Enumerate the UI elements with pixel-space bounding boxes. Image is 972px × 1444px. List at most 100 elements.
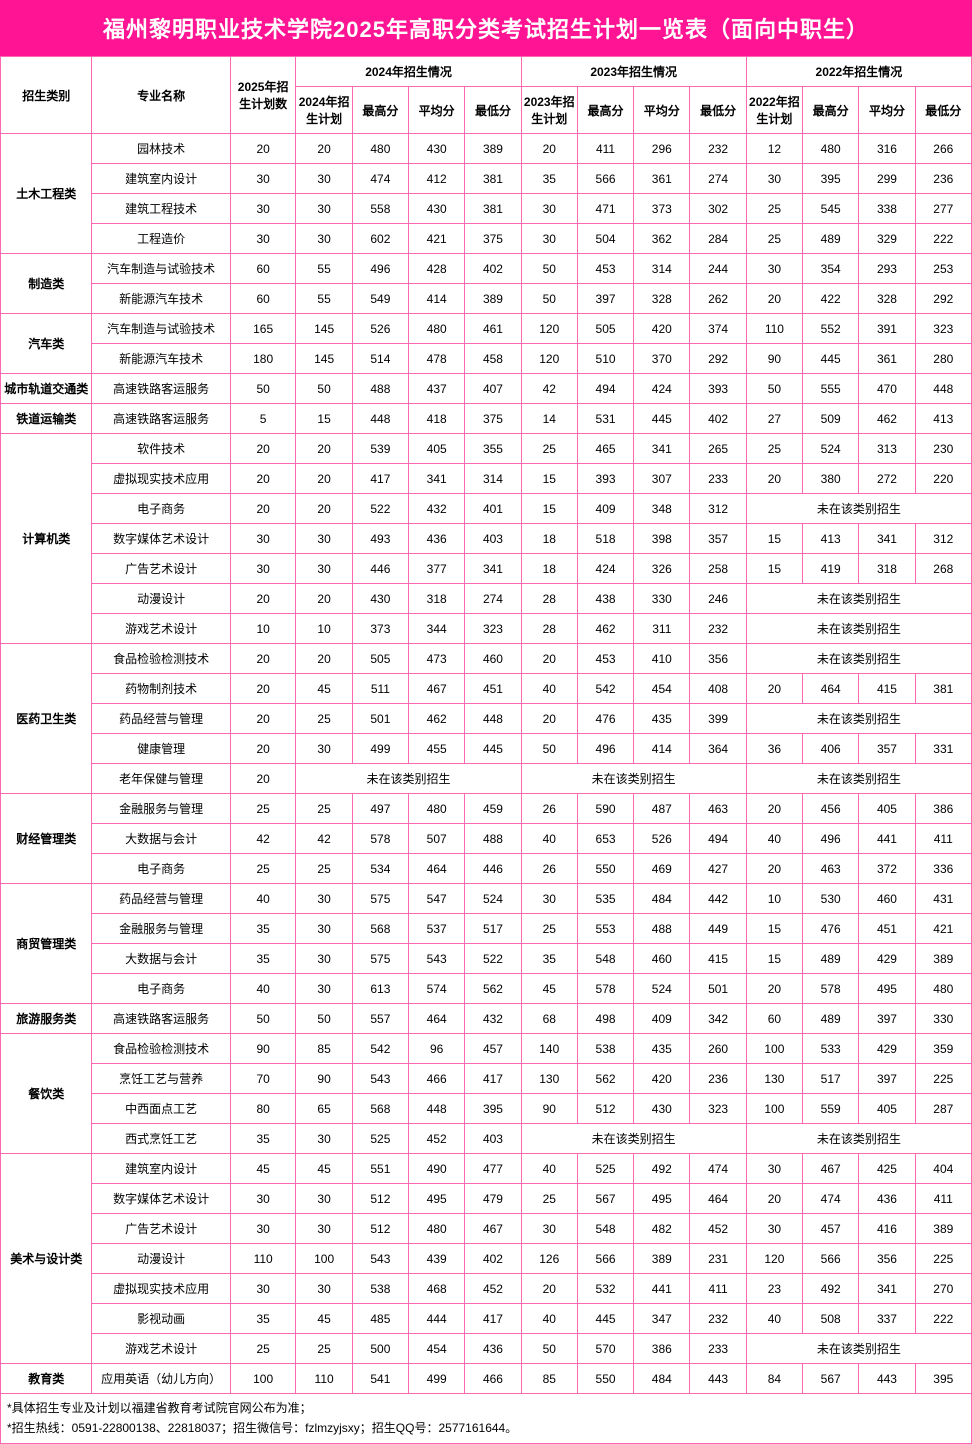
major-cell: 汽车制造与试验技术	[92, 314, 230, 344]
data-cell: 120	[521, 344, 577, 374]
data-cell: 20	[296, 464, 352, 494]
data-cell: 100	[296, 1244, 352, 1274]
data-cell: 437	[409, 374, 465, 404]
data-cell: 268	[915, 554, 971, 584]
plan2025-cell: 35	[230, 1124, 296, 1154]
data-cell: 535	[577, 884, 633, 914]
data-cell: 100	[746, 1094, 802, 1124]
data-cell: 488	[352, 374, 408, 404]
data-cell: 20	[296, 494, 352, 524]
data-cell: 287	[915, 1094, 971, 1124]
th-2022: 2022年招生情况	[746, 57, 971, 87]
plan2025-cell: 20	[230, 734, 296, 764]
not-enrolled-cell: 未在该类别招生	[746, 644, 971, 674]
data-cell: 501	[352, 704, 408, 734]
data-cell: 451	[465, 674, 521, 704]
data-cell: 489	[803, 224, 859, 254]
data-cell: 232	[690, 614, 746, 644]
data-cell: 274	[690, 164, 746, 194]
data-cell: 314	[465, 464, 521, 494]
major-cell: 药品经营与管理	[92, 704, 230, 734]
data-cell: 480	[409, 794, 465, 824]
data-cell: 555	[803, 374, 859, 404]
plan2025-cell: 35	[230, 914, 296, 944]
data-cell: 495	[859, 974, 915, 1004]
data-cell: 30	[296, 734, 352, 764]
data-cell: 20	[521, 134, 577, 164]
data-cell: 45	[521, 974, 577, 1004]
th-category: 招生类别	[1, 57, 92, 134]
data-cell: 539	[352, 434, 408, 464]
data-cell: 393	[690, 374, 746, 404]
plan2025-cell: 20	[230, 584, 296, 614]
data-cell: 145	[296, 344, 352, 374]
not-enrolled-cell: 未在该类别招生	[746, 764, 971, 794]
data-cell: 25	[521, 434, 577, 464]
data-cell: 452	[465, 1274, 521, 1304]
data-cell: 547	[409, 884, 465, 914]
major-cell: 金融服务与管理	[92, 914, 230, 944]
data-cell: 444	[409, 1304, 465, 1334]
data-cell: 432	[409, 494, 465, 524]
data-cell: 391	[859, 314, 915, 344]
data-cell: 448	[409, 1094, 465, 1124]
plan2025-cell: 100	[230, 1364, 296, 1394]
data-cell: 549	[352, 284, 408, 314]
data-cell: 311	[634, 614, 690, 644]
data-cell: 246	[690, 584, 746, 614]
data-cell: 253	[915, 254, 971, 284]
data-cell: 30	[296, 554, 352, 584]
data-cell: 15	[746, 914, 802, 944]
major-cell: 数字媒体艺术设计	[92, 524, 230, 554]
data-cell: 120	[521, 314, 577, 344]
data-cell: 348	[634, 494, 690, 524]
data-cell: 140	[521, 1034, 577, 1064]
data-cell: 312	[915, 524, 971, 554]
data-cell: 552	[803, 314, 859, 344]
data-cell: 653	[577, 824, 633, 854]
data-cell: 493	[352, 524, 408, 554]
data-cell: 389	[634, 1244, 690, 1274]
plan2025-cell: 30	[230, 1274, 296, 1304]
data-cell: 409	[577, 494, 633, 524]
data-cell: 530	[803, 884, 859, 914]
data-cell: 558	[352, 194, 408, 224]
data-cell: 30	[746, 254, 802, 284]
category-cell: 商贸管理类	[1, 884, 92, 1004]
data-cell: 12	[746, 134, 802, 164]
data-cell: 478	[409, 344, 465, 374]
data-cell: 370	[634, 344, 690, 374]
table-row: 数字媒体艺术设计30304934364031851839835715413341…	[1, 524, 972, 554]
data-cell: 417	[352, 464, 408, 494]
data-cell: 262	[690, 284, 746, 314]
data-cell: 439	[409, 1244, 465, 1274]
data-cell: 20	[521, 704, 577, 734]
plan2025-cell: 25	[230, 854, 296, 884]
data-cell: 492	[803, 1274, 859, 1304]
data-cell: 393	[577, 464, 633, 494]
not-enrolled-cell: 未在该类别招生	[746, 1124, 971, 1154]
data-cell: 416	[859, 1214, 915, 1244]
data-cell: 432	[465, 1004, 521, 1034]
data-cell: 501	[690, 974, 746, 1004]
data-cell: 90	[296, 1064, 352, 1094]
data-cell: 479	[465, 1184, 521, 1214]
data-cell: 411	[577, 134, 633, 164]
data-cell: 428	[409, 254, 465, 284]
data-cell: 534	[352, 854, 408, 884]
category-cell: 医药卫生类	[1, 644, 92, 794]
data-cell: 328	[634, 284, 690, 314]
plan2025-cell: 50	[230, 374, 296, 404]
table-row: 健康管理20304994554455049641436436406357331	[1, 734, 972, 764]
data-cell: 463	[690, 794, 746, 824]
data-cell: 401	[465, 494, 521, 524]
data-cell: 508	[803, 1304, 859, 1334]
data-cell: 559	[803, 1094, 859, 1124]
data-cell: 574	[409, 974, 465, 1004]
th-2023-avg: 平均分	[634, 87, 690, 134]
data-cell: 485	[352, 1304, 408, 1334]
data-cell: 312	[690, 494, 746, 524]
data-cell: 435	[634, 1034, 690, 1064]
data-cell: 411	[915, 824, 971, 854]
plan2025-cell: 80	[230, 1094, 296, 1124]
